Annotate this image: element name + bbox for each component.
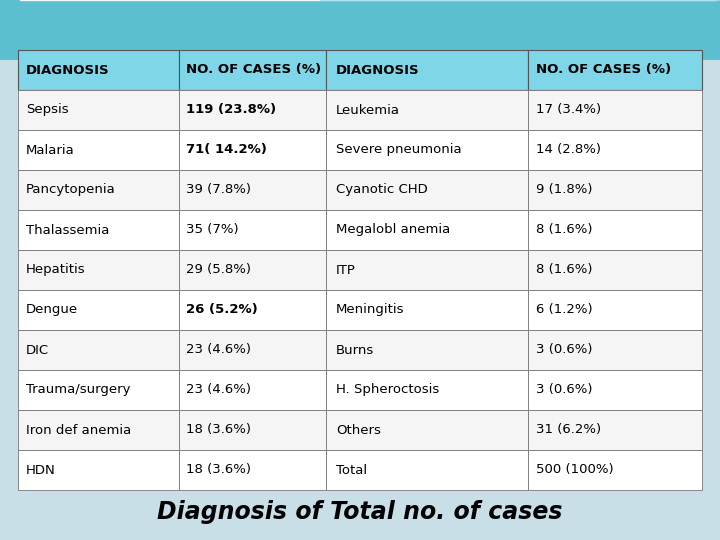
Bar <box>528 170 702 210</box>
Text: 6 (1.2%): 6 (1.2%) <box>536 303 593 316</box>
Text: Leukemia: Leukemia <box>336 104 400 117</box>
Text: 39 (7.8%): 39 (7.8%) <box>186 184 251 197</box>
Bar <box>18 130 179 170</box>
Text: 17 (3.4%): 17 (3.4%) <box>536 104 601 117</box>
Bar <box>325 450 528 490</box>
Text: 26 (5.2%): 26 (5.2%) <box>186 303 258 316</box>
Bar <box>18 370 179 410</box>
Text: 23 (4.6%): 23 (4.6%) <box>186 383 251 396</box>
Bar <box>325 410 528 450</box>
Text: Total: Total <box>336 463 367 476</box>
Bar <box>528 90 702 130</box>
Bar <box>325 370 528 410</box>
Text: Hepatitis: Hepatitis <box>26 264 86 276</box>
Text: 8 (1.6%): 8 (1.6%) <box>536 224 593 237</box>
Text: Meningitis: Meningitis <box>336 303 405 316</box>
Text: 31 (6.2%): 31 (6.2%) <box>536 423 601 436</box>
Text: 14 (2.8%): 14 (2.8%) <box>536 144 601 157</box>
Bar <box>179 290 325 330</box>
Bar <box>528 130 702 170</box>
Bar <box>18 290 179 330</box>
Text: Trauma/surgery: Trauma/surgery <box>26 383 130 396</box>
Text: DIAGNOSIS: DIAGNOSIS <box>336 64 420 77</box>
Text: 8 (1.6%): 8 (1.6%) <box>536 264 593 276</box>
Text: NO. OF CASES (%): NO. OF CASES (%) <box>536 64 672 77</box>
Bar <box>528 250 702 290</box>
Bar <box>528 410 702 450</box>
Bar <box>18 50 179 90</box>
Bar <box>325 170 528 210</box>
Bar <box>18 330 179 370</box>
Text: Pancytopenia: Pancytopenia <box>26 184 116 197</box>
Bar <box>528 50 702 90</box>
Text: Megalobl anemia: Megalobl anemia <box>336 224 450 237</box>
Text: 18 (3.6%): 18 (3.6%) <box>186 423 251 436</box>
Bar <box>528 370 702 410</box>
Text: Severe pneumonia: Severe pneumonia <box>336 144 462 157</box>
Text: DIAGNOSIS: DIAGNOSIS <box>26 64 109 77</box>
Bar <box>179 250 325 290</box>
Bar <box>325 130 528 170</box>
Text: 35 (7%): 35 (7%) <box>186 224 239 237</box>
Text: 23 (4.6%): 23 (4.6%) <box>186 343 251 356</box>
Text: 500 (100%): 500 (100%) <box>536 463 614 476</box>
Bar <box>325 330 528 370</box>
Bar <box>179 170 325 210</box>
Bar <box>325 210 528 250</box>
Text: 29 (5.8%): 29 (5.8%) <box>186 264 251 276</box>
Bar <box>179 130 325 170</box>
Bar <box>325 50 528 90</box>
Text: Others: Others <box>336 423 381 436</box>
Bar <box>179 50 325 90</box>
Bar <box>179 410 325 450</box>
Bar <box>179 370 325 410</box>
Text: H. Spheroctosis: H. Spheroctosis <box>336 383 439 396</box>
Bar <box>179 450 325 490</box>
Text: NO. OF CASES (%): NO. OF CASES (%) <box>186 64 321 77</box>
Bar <box>18 410 179 450</box>
Text: 9 (1.8%): 9 (1.8%) <box>536 184 593 197</box>
Text: DIC: DIC <box>26 343 49 356</box>
Bar <box>18 450 179 490</box>
Text: 119 (23.8%): 119 (23.8%) <box>186 104 276 117</box>
Bar <box>179 330 325 370</box>
Bar <box>179 210 325 250</box>
Bar <box>18 250 179 290</box>
Bar <box>325 290 528 330</box>
Bar <box>0 0 720 60</box>
Text: HDN: HDN <box>26 463 55 476</box>
Bar <box>325 90 528 130</box>
Bar <box>18 170 179 210</box>
Text: Sepsis: Sepsis <box>26 104 68 117</box>
Bar <box>528 330 702 370</box>
Bar <box>528 450 702 490</box>
Text: Iron def anemia: Iron def anemia <box>26 423 131 436</box>
Text: Burns: Burns <box>336 343 374 356</box>
Text: Malaria: Malaria <box>26 144 75 157</box>
Text: Thalassemia: Thalassemia <box>26 224 109 237</box>
Text: 3 (0.6%): 3 (0.6%) <box>536 383 593 396</box>
Text: Cyanotic CHD: Cyanotic CHD <box>336 184 428 197</box>
Bar <box>18 210 179 250</box>
Text: 18 (3.6%): 18 (3.6%) <box>186 463 251 476</box>
Text: Dengue: Dengue <box>26 303 78 316</box>
Bar <box>528 210 702 250</box>
Bar <box>18 90 179 130</box>
Text: 71( 14.2%): 71( 14.2%) <box>186 144 267 157</box>
Text: Diagnosis of Total no. of cases: Diagnosis of Total no. of cases <box>157 500 563 524</box>
Bar <box>179 90 325 130</box>
Bar <box>528 290 702 330</box>
Text: ITP: ITP <box>336 264 356 276</box>
Bar <box>325 250 528 290</box>
Text: 3 (0.6%): 3 (0.6%) <box>536 343 593 356</box>
